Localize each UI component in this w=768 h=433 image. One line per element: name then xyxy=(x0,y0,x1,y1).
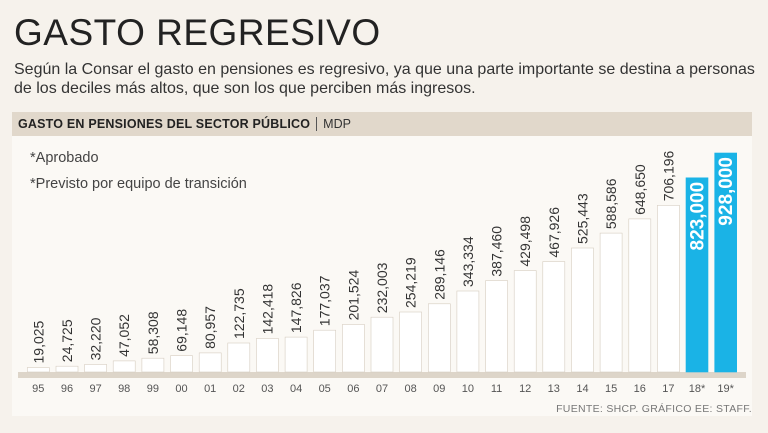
bar-07 xyxy=(370,316,394,373)
bar-00 xyxy=(170,355,193,373)
bar-12 xyxy=(513,270,537,373)
value-label-99: 58,308 xyxy=(145,311,161,354)
value-label-95: 19,025 xyxy=(30,320,46,363)
x-tick-97: 97 xyxy=(89,383,101,395)
page-subtitle: Según la Consar el gasto en pensiones es… xyxy=(14,61,755,97)
value-label-09: 289,146 xyxy=(431,249,447,300)
bar-05 xyxy=(313,329,337,373)
x-tick-05: 05 xyxy=(319,383,331,395)
bar-95 xyxy=(27,367,50,373)
value-label-16: 648,650 xyxy=(632,164,648,215)
value-label-96: 24,725 xyxy=(59,319,75,362)
source-credit: FUENTE: SHCP. GRÁFICO EE: STAFF. xyxy=(556,403,752,415)
x-tick-08: 08 xyxy=(404,383,416,395)
x-tick-03: 03 xyxy=(261,383,273,395)
value-label-98: 47,052 xyxy=(116,314,132,357)
x-tick-99: 99 xyxy=(147,383,159,395)
bar-09 xyxy=(427,303,451,373)
chart-title: GASTO EN PENSIONES DEL SECTOR PÚBLICO xyxy=(18,117,311,131)
bar-11 xyxy=(485,280,508,373)
x-tick-15: 15 xyxy=(605,383,617,395)
value-label-06: 201,524 xyxy=(345,270,361,321)
value-label-00: 69,148 xyxy=(174,309,190,352)
x-tick-00: 00 xyxy=(175,383,187,395)
value-label-01: 80,957 xyxy=(202,306,218,349)
x-tick-07: 07 xyxy=(376,383,388,395)
bar-10 xyxy=(456,290,480,373)
value-label-02: 122,735 xyxy=(231,288,247,339)
bar-96 xyxy=(55,365,79,373)
bar-01 xyxy=(198,352,222,373)
bar-16 xyxy=(628,218,652,373)
x-tick-02: 02 xyxy=(233,383,245,395)
bar-19-projected xyxy=(714,152,738,373)
bar-chart: 19,025 95 24,725 96 32,220 97 47,052 98 58,308 99… xyxy=(18,150,746,395)
bar-06 xyxy=(342,324,365,373)
bar-08 xyxy=(399,311,422,373)
value-label-17: 706,196 xyxy=(660,150,676,201)
chart-area: *Aprobado *Previsto por equipo de transi… xyxy=(12,136,752,416)
value-label-10: 343,334 xyxy=(460,236,476,287)
value-label-18-projected: 823,000 xyxy=(688,182,709,251)
bar-99 xyxy=(141,357,165,373)
bar-03 xyxy=(256,338,279,373)
x-tick-01: 01 xyxy=(204,383,216,395)
value-label-15: 588,586 xyxy=(603,178,619,229)
chart-baseline xyxy=(18,372,746,378)
bar-97 xyxy=(84,364,107,373)
x-tick-10: 10 xyxy=(462,383,474,395)
page-title: GASTO REGRESIVO xyxy=(14,12,381,53)
x-tick-16: 16 xyxy=(634,383,646,395)
bar-98 xyxy=(112,360,136,373)
x-tick-06: 06 xyxy=(347,383,359,395)
value-label-07: 232,003 xyxy=(374,262,390,313)
bar-04 xyxy=(284,336,308,373)
bar-14 xyxy=(571,247,594,373)
value-label-14: 525,443 xyxy=(575,193,591,244)
note-projected: *Previsto por equipo de transición xyxy=(30,176,247,192)
value-label-13: 467,926 xyxy=(546,207,562,258)
value-label-05: 177,037 xyxy=(317,275,333,326)
value-label-04: 147,826 xyxy=(288,282,304,333)
value-label-08: 254,219 xyxy=(403,257,419,308)
x-tick-13: 13 xyxy=(548,383,560,395)
bar-02 xyxy=(227,342,251,373)
chart-unit: MDP xyxy=(323,117,351,131)
value-label-03: 142,418 xyxy=(259,284,275,335)
bar-18-projected xyxy=(685,177,709,373)
bar-15 xyxy=(599,232,623,373)
x-tick-04: 04 xyxy=(290,383,302,395)
x-tick-09: 09 xyxy=(433,383,445,395)
x-tick-14: 14 xyxy=(576,383,588,395)
chart-header-divider xyxy=(316,117,318,131)
x-tick-18-projected: 18* xyxy=(689,383,706,395)
x-tick-17: 17 xyxy=(662,383,674,395)
x-tick-12: 12 xyxy=(519,383,531,395)
x-tick-95: 95 xyxy=(32,383,44,395)
bar-17 xyxy=(657,205,680,373)
value-label-12: 429,498 xyxy=(517,216,533,267)
bar-13 xyxy=(542,261,566,373)
note-approved: *Aprobado xyxy=(30,150,99,166)
x-tick-19-projected: 19* xyxy=(717,383,734,395)
x-tick-98: 98 xyxy=(118,383,130,395)
value-label-19-projected: 928,000 xyxy=(716,157,737,226)
x-tick-11: 11 xyxy=(491,383,502,395)
value-label-97: 32,220 xyxy=(88,317,104,360)
x-tick-96: 96 xyxy=(61,383,73,395)
value-label-11: 387,460 xyxy=(489,226,505,277)
chart-header: GASTO EN PENSIONES DEL SECTOR PÚBLICO MD… xyxy=(12,112,752,136)
